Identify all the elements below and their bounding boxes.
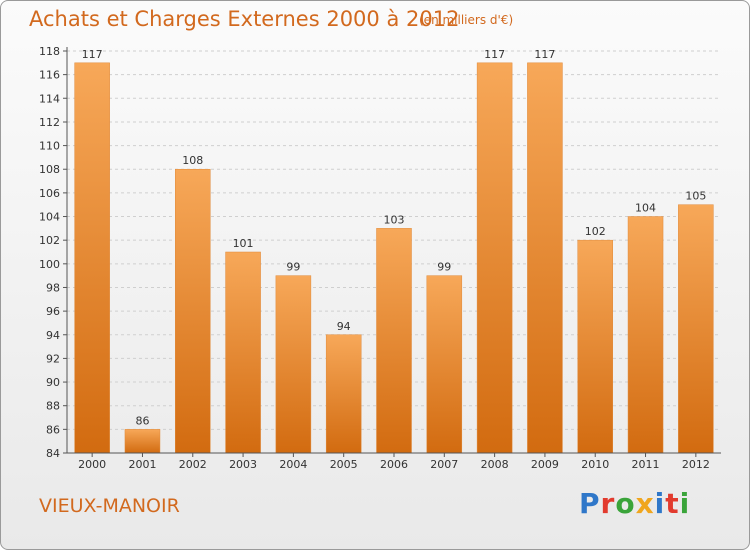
- data-label: 102: [585, 225, 606, 238]
- data-label: 117: [82, 48, 103, 61]
- data-label: 104: [635, 202, 656, 215]
- y-tick-label: 92: [46, 352, 60, 365]
- logo-letter: o: [615, 487, 636, 520]
- bar: [577, 239, 613, 454]
- x-tick-label: 2006: [380, 458, 408, 471]
- x-tick-label: 2011: [632, 458, 660, 471]
- data-label: 117: [484, 48, 505, 61]
- commune-name: VIEUX-MANOIR: [39, 495, 180, 517]
- chart-title: Achats et Charges Externes 2000 à 2012: [29, 7, 460, 31]
- bar: [476, 62, 513, 454]
- data-label: 99: [437, 261, 451, 274]
- x-tick-label: 2009: [531, 458, 559, 471]
- data-label: 103: [384, 213, 405, 226]
- data-label: 99: [286, 261, 300, 274]
- data-label: 108: [182, 154, 203, 167]
- y-tick-label: 104: [39, 211, 60, 224]
- y-tick-label: 98: [46, 281, 60, 294]
- y-tick-label: 90: [46, 376, 60, 389]
- logo-letter: t: [665, 487, 680, 520]
- bar: [74, 62, 110, 454]
- x-tick-label: 2000: [78, 458, 106, 471]
- logo-letter: x: [635, 487, 655, 520]
- logo-letter: i: [679, 487, 691, 520]
- x-tick-label: 2003: [229, 458, 257, 471]
- bar: [124, 429, 161, 454]
- x-tick-label: 2008: [481, 458, 509, 471]
- x-tick-label: 2004: [279, 458, 307, 471]
- y-tick-label: 84: [46, 447, 60, 460]
- bars: 117 86 108 101 99 94 103 99 117 117 102 104 105: [74, 48, 714, 454]
- bar: [376, 228, 412, 454]
- y-tick-label: 116: [39, 69, 60, 82]
- y-tick-label: 88: [46, 400, 60, 413]
- y-tick-label: 106: [39, 187, 60, 200]
- y-tick-label: 112: [39, 116, 60, 129]
- y-tick-label: 102: [39, 234, 60, 247]
- chart-subtitle: (en milliers d'€): [419, 13, 514, 27]
- bar: [325, 334, 362, 454]
- y-tick-label: 108: [39, 163, 60, 176]
- y-tick-label: 114: [39, 92, 60, 105]
- data-label: 101: [233, 237, 254, 250]
- y-tick-label: 86: [46, 423, 60, 436]
- bar: [678, 204, 714, 454]
- x-tick-label: 2007: [430, 458, 458, 471]
- logo-letter: r: [600, 487, 616, 520]
- bar: [426, 275, 463, 454]
- x-tick-label: 2010: [581, 458, 609, 471]
- y-tick-label: 96: [46, 305, 60, 318]
- x-tick-label: 2002: [179, 458, 207, 471]
- y-tick-label: 110: [39, 140, 60, 153]
- x-tick-label: 2005: [330, 458, 358, 471]
- y-tick-label: 118: [39, 45, 60, 58]
- bar: [275, 275, 312, 454]
- bar: [175, 168, 211, 454]
- logo-letter: i: [654, 487, 666, 520]
- bar: [527, 62, 563, 454]
- bar: [627, 216, 664, 454]
- data-label: 105: [685, 190, 706, 203]
- data-label: 94: [337, 320, 351, 333]
- axes: 84 86 88 90 92 94 96 98 100 102 104 106 108 110 112 114…: [39, 45, 721, 471]
- data-label: 117: [534, 48, 555, 61]
- logo-letter: P: [579, 487, 601, 520]
- data-label: 86: [135, 414, 149, 427]
- proxiti-logo[interactable]: Proxiti: [579, 487, 690, 520]
- x-tick-label: 2001: [128, 458, 156, 471]
- bar: [225, 251, 261, 454]
- y-tick-label: 100: [39, 258, 60, 271]
- y-tick-label: 94: [46, 329, 60, 342]
- x-tick-label: 2012: [682, 458, 710, 471]
